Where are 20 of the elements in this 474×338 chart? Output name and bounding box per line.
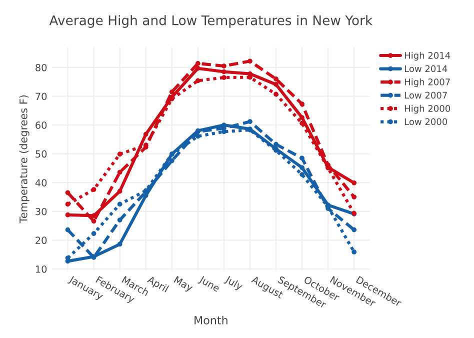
y-tick-label: 40 [35,179,47,186]
y-tick-label: 80 [36,64,47,72]
legend-label: Low 2007 [404,92,447,99]
legend-label: High 2007 [404,78,450,88]
y-tick-label: 70 [36,92,47,100]
legend-label: High 2000 [404,104,450,114]
x-tick-label: May [172,276,194,294]
y-axis-title: Temperature (degrees F) [19,95,30,224]
y-tick-label: 20 [36,236,47,244]
y-tick-label: 60 [36,122,47,129]
x-tick-label: June [198,275,220,294]
x-axis-title: Month [194,316,228,324]
legend-label: High 2014 [404,52,450,61]
x-tick-label: July [224,275,244,292]
y-tick-label: 10 [36,265,47,273]
legend-label: Low 2000 [404,118,448,126]
y-tick-label: 30 [36,208,47,216]
chart-title: Average High and Low Temperatures in New York [49,15,373,28]
y-tick-label: 50 [36,150,47,158]
legend-label: Low 2014 [404,65,448,72]
